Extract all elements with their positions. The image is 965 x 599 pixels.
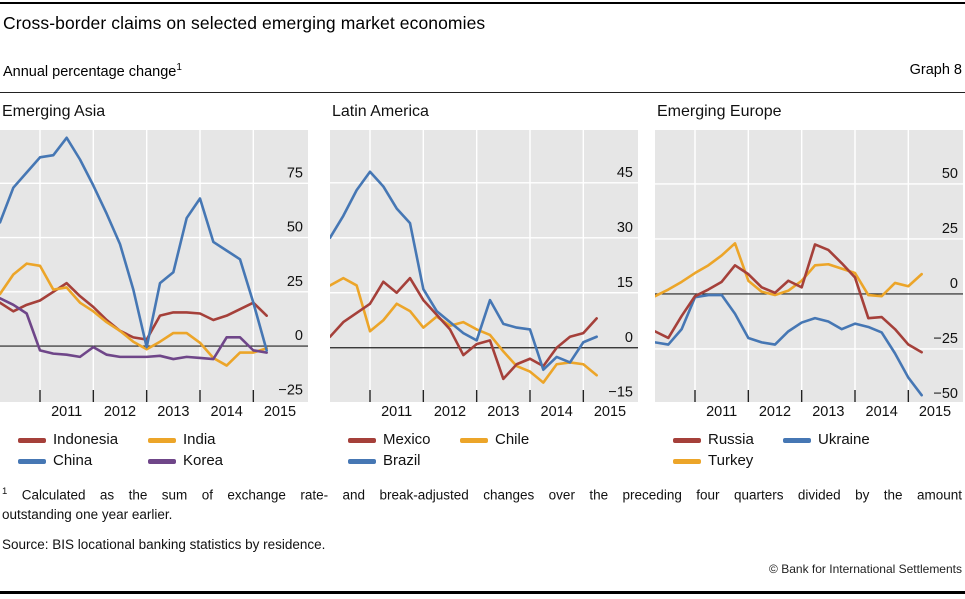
y-tick-label-0: 0 <box>950 276 958 292</box>
x-axis-label-2015: 2015 <box>593 404 627 420</box>
legend-label-china: China <box>53 452 93 469</box>
legend-item-ukraine: Ukraine <box>783 431 903 449</box>
panel-title-latin-america: Latin America <box>332 103 429 120</box>
legend-item-turkey: Turkey <box>673 452 793 470</box>
legend-swatch-china <box>18 459 46 464</box>
y-tick-label-50: 50 <box>942 166 958 182</box>
legend-swatch-turkey <box>673 459 701 464</box>
legend-label-india: India <box>183 431 216 448</box>
footnote-line-2: outstanding one year earlier. <box>2 506 173 522</box>
legend-label-indonesia: Indonesia <box>53 431 119 448</box>
x-axis-label-2014: 2014 <box>540 404 573 420</box>
footnote-text-1: Calculated as the sum of exchange rate- … <box>21 487 962 503</box>
x-axis-label-2012: 2012 <box>758 404 792 420</box>
x-axis-label-2013: 2013 <box>812 404 845 420</box>
series-line-india <box>0 262 268 367</box>
plot-background <box>0 130 308 402</box>
legend-label-korea: Korea <box>183 452 224 469</box>
y-tick-label--25: −25 <box>278 382 303 398</box>
legend-item-korea: Korea <box>148 452 268 470</box>
y-tick-label-45: 45 <box>617 165 633 181</box>
series-line-indonesia <box>0 281 268 341</box>
footnote-line-1: 1 Calculated as the sum of exchange rate… <box>2 482 962 505</box>
x-axis-label-2011: 2011 <box>706 404 738 420</box>
y-tick-label--25: −25 <box>933 331 958 347</box>
copyright-note: © Bank for International Settlements <box>769 562 962 576</box>
y-tick-label-25: 25 <box>942 221 958 237</box>
legend-label-russia: Russia <box>708 431 754 448</box>
legend-item-indonesia: Indonesia <box>18 431 138 449</box>
series-line-mexico <box>330 276 598 381</box>
footnote-marker: 1 <box>2 486 8 497</box>
graph-number-label: Graph 8 <box>909 62 962 78</box>
x-axis-label-2012: 2012 <box>103 404 137 420</box>
legend-label-mexico: Mexico <box>383 431 431 448</box>
y-tick-label-15: 15 <box>617 275 633 291</box>
series-line-brazil <box>330 170 598 372</box>
subtitle-footnote-marker: 1 <box>176 62 182 73</box>
top-border <box>0 2 965 4</box>
legend-item-russia: Russia <box>673 431 793 449</box>
panel-title-emerging-europe: Emerging Europe <box>657 103 782 120</box>
legend-item-brazil: Brazil <box>348 452 468 470</box>
y-tick-label--50: −50 <box>933 386 958 402</box>
source-note: Source: BIS locational banking statistic… <box>2 537 326 552</box>
x-axis-label-2014: 2014 <box>865 404 898 420</box>
y-tick-label-25: 25 <box>287 274 303 290</box>
legend-label-chile: Chile <box>495 431 530 448</box>
legend-swatch-indonesia <box>18 438 46 443</box>
legend-swatch-russia <box>673 438 701 443</box>
x-axis-label-2014: 2014 <box>210 404 243 420</box>
legend-swatch-india <box>148 438 176 443</box>
x-axis-label-2012: 2012 <box>433 404 467 420</box>
page-title: Cross-border claims on selected emerging… <box>3 13 486 33</box>
legend-item-china: China <box>18 452 138 470</box>
y-tick-label-0: 0 <box>625 330 633 346</box>
chart-emerging-europe: 50 25 0 −25 −50 <box>655 130 963 402</box>
subtitle-text: Annual percentage change <box>3 63 177 80</box>
x-axis-label-2011: 2011 <box>381 404 413 420</box>
series-line-turkey <box>655 242 923 298</box>
header-divider <box>0 92 965 93</box>
footnote: 1 Calculated as the sum of exchange rate… <box>2 482 962 524</box>
chart-subtitle: Annual percentage change1 <box>3 62 182 80</box>
y-tick-label-75: 75 <box>287 165 303 181</box>
y-tick-label-0: 0 <box>295 328 303 344</box>
plot-background <box>330 130 638 402</box>
legend-item-chile: Chile <box>460 431 580 449</box>
legend-label-turkey: Turkey <box>708 452 754 469</box>
chart-latin-america: 45 30 15 0 −15 <box>330 130 638 402</box>
legend-label-brazil: Brazil <box>383 452 421 469</box>
legend-label-ukraine: Ukraine <box>818 431 870 448</box>
series-line-korea <box>0 297 268 361</box>
legend-swatch-brazil <box>348 459 376 464</box>
x-axis-label-2013: 2013 <box>157 404 190 420</box>
legend-item-mexico: Mexico <box>348 431 468 449</box>
series-line-ukraine <box>655 293 923 397</box>
series-line-chile <box>330 276 598 384</box>
legend-swatch-mexico <box>348 438 376 443</box>
x-axis-label-2011: 2011 <box>51 404 83 420</box>
bottom-border <box>0 591 965 594</box>
chart-emerging-asia: 75 50 25 0 −25 <box>0 130 308 402</box>
legend-swatch-ukraine <box>783 438 811 443</box>
y-tick-label--15: −15 <box>608 385 633 401</box>
x-axis-label-2015: 2015 <box>263 404 297 420</box>
series-line-china <box>0 136 268 352</box>
y-tick-label-50: 50 <box>287 220 303 236</box>
series-line-russia <box>655 243 923 354</box>
legend-swatch-chile <box>460 438 488 443</box>
x-axis-label-2015: 2015 <box>918 404 952 420</box>
x-axis-label-2013: 2013 <box>487 404 520 420</box>
panel-title-emerging-asia: Emerging Asia <box>2 103 106 120</box>
legend-item-india: India <box>148 431 268 449</box>
legend-swatch-korea <box>148 459 176 464</box>
y-tick-label-30: 30 <box>617 220 633 236</box>
